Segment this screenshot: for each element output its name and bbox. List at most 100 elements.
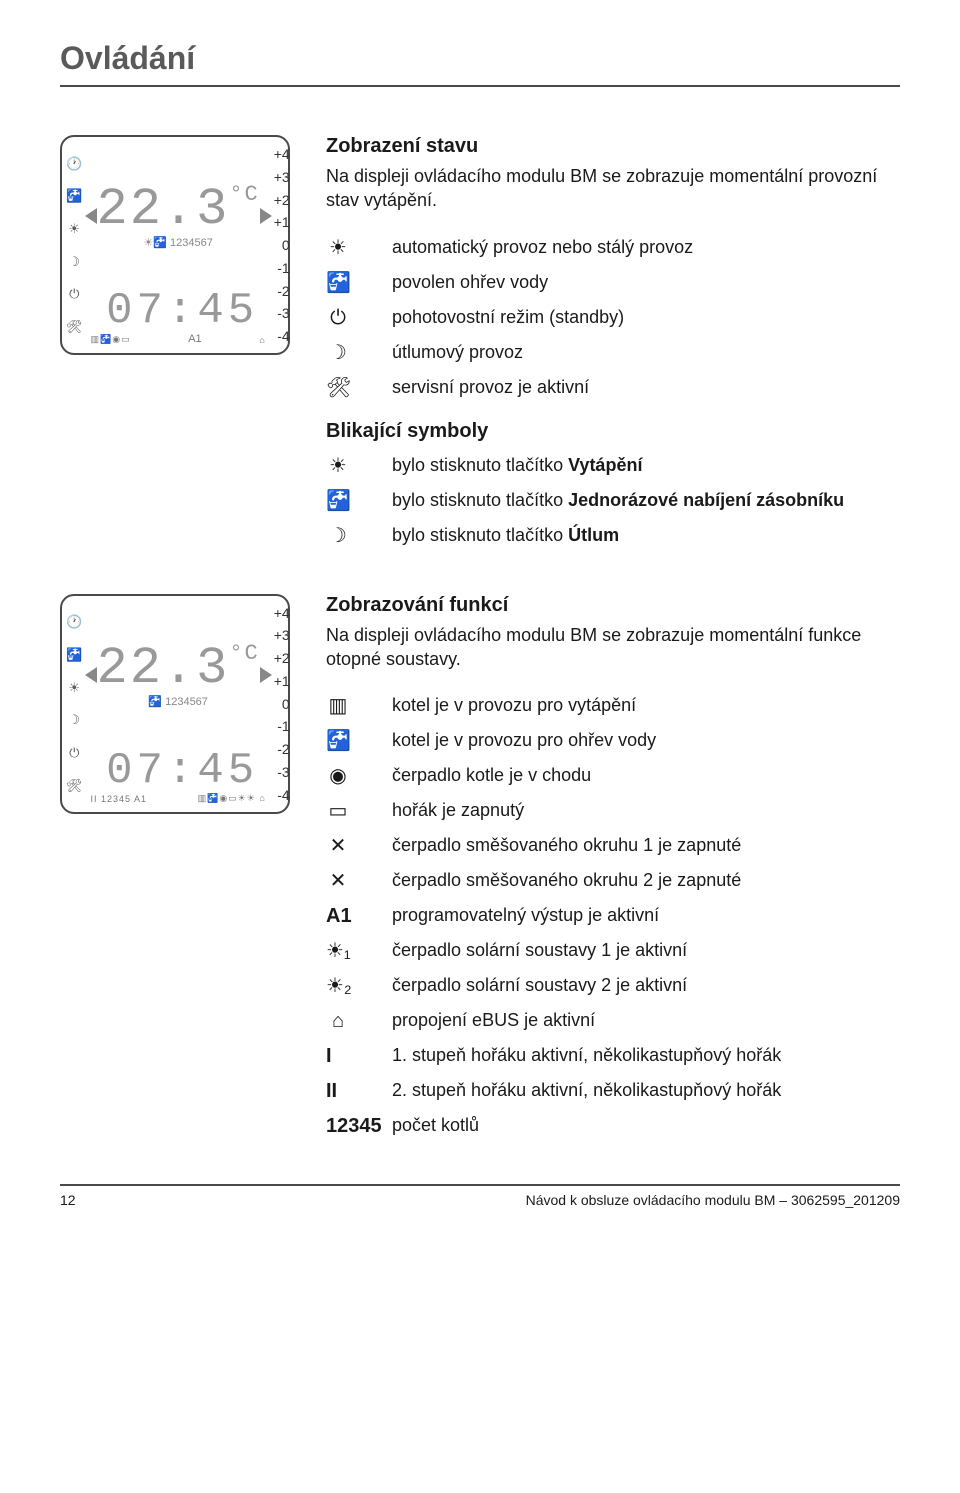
- legend-icon: [326, 759, 392, 794]
- legend-icon: 12345: [326, 1109, 392, 1144]
- display-temp: 22.3°C: [97, 184, 260, 236]
- scale-tick: +3: [274, 170, 290, 184]
- legend-row: servisní provoz je aktivní: [326, 371, 693, 406]
- legend-text: čerpadlo solární soustavy 2 je aktivní: [392, 969, 781, 1004]
- legend-row: povolen ohřev vody: [326, 266, 693, 301]
- scale-tick: +1: [274, 215, 290, 229]
- legend-text: útlumový provoz: [392, 336, 693, 371]
- legend-icon: [326, 794, 392, 829]
- side-icon: 🕐: [66, 615, 83, 628]
- scale-tick: -4: [274, 329, 290, 343]
- display-time: 07:45: [83, 749, 274, 793]
- arrow-left-icon: [85, 667, 97, 683]
- legend-text: čerpadlo směšovaného okruhu 1 je zapnuté: [392, 829, 781, 864]
- legend-icon: [326, 336, 392, 371]
- legend-row: kotel je v provozu pro vytápění: [326, 689, 781, 724]
- scale-tick: -3: [274, 306, 290, 320]
- legend-text: povolen ohřev vody: [392, 266, 693, 301]
- scale-tick: 0: [274, 697, 290, 711]
- legend-row: A1programovatelný výstup je aktivní: [326, 899, 781, 934]
- legend-icon: [326, 934, 392, 969]
- display-time: 07:45: [83, 289, 274, 333]
- scale-tick: -1: [274, 719, 290, 733]
- legend-icon: [326, 519, 392, 554]
- legend-row: útlumový provoz: [326, 336, 693, 371]
- legend-icon: [326, 301, 392, 336]
- legend-text: automatický provoz nebo stálý provoz: [392, 231, 693, 266]
- legend-icon: [326, 484, 392, 519]
- legend-icon: [326, 371, 392, 406]
- legend-row: II2. stupeň hořáku aktivní, několikastup…: [326, 1074, 781, 1109]
- legend-row: čerpadlo solární soustavy 1 je aktivní: [326, 934, 781, 969]
- legend-text: čerpadlo směšovaného okruhu 2 je zapnuté: [392, 864, 781, 899]
- legend-icon: [326, 864, 392, 899]
- side-icon: ⏻: [66, 287, 83, 300]
- arrow-right-icon: [260, 208, 272, 224]
- legend-row: 12345počet kotlů: [326, 1109, 781, 1144]
- side-icons: 🕐🚰☀☽⏻🛠: [62, 596, 83, 812]
- legend-icon: II: [326, 1074, 392, 1109]
- side-icon: ☽: [66, 713, 83, 726]
- legend-icon: I: [326, 1039, 392, 1074]
- legend-row: čerpadlo solární soustavy 2 je aktivní: [326, 969, 781, 1004]
- side-icon: 🛠: [66, 320, 83, 333]
- legend-icon: [326, 724, 392, 759]
- side-icon: 🚰: [66, 189, 83, 202]
- display-temp: 22.3°C: [97, 643, 260, 695]
- legend-row: propojení eBUS je aktivní: [326, 1004, 781, 1039]
- legend-row: I1. stupeň hořáku aktivní, několikastupň…: [326, 1039, 781, 1074]
- page-number: 12: [60, 1192, 76, 1208]
- blinking-title: Blikající symboly: [326, 420, 900, 443]
- side-icon: ☀: [66, 681, 83, 694]
- legend-text: kotel je v provozu pro vytápění: [392, 689, 781, 724]
- legend-text: pohotovostní režim (standby): [392, 301, 693, 336]
- legend-row: hořák je zapnutý: [326, 794, 781, 829]
- arrow-right-icon: [260, 667, 272, 683]
- legend-icon: [326, 829, 392, 864]
- legend-text: hořák je zapnutý: [392, 794, 781, 829]
- side-icon: 🕐: [66, 157, 83, 170]
- page-footer: 12 Návod k obsluze ovládacího modulu BM …: [60, 1184, 900, 1208]
- temp-scale: +4+3+2+10-1-2-3-4: [274, 596, 294, 812]
- legend-icon: [326, 266, 392, 301]
- legend-icon: [326, 969, 392, 1004]
- scale-tick: +2: [274, 651, 290, 665]
- scale-tick: +3: [274, 628, 290, 642]
- legend-row: kotel je v provozu pro ohřev vody: [326, 724, 781, 759]
- doc-reference: Návod k obsluze ovládacího modulu BM – 3…: [526, 1192, 900, 1208]
- legend-icon: A1: [326, 899, 392, 934]
- legend-text: servisní provoz je aktivní: [392, 371, 693, 406]
- legend-text: bylo stisknuto tlačítko Útlum: [392, 519, 844, 554]
- scale-tick: -2: [274, 284, 290, 298]
- side-icon: ☽: [66, 255, 83, 268]
- display-status-row: ▥🚰◉▭: [91, 334, 131, 345]
- scale-tick: -2: [274, 742, 290, 756]
- legend-text: počet kotlů: [392, 1109, 781, 1144]
- legend-text: kotel je v provozu pro ohřev vody: [392, 724, 781, 759]
- display-a1: A1: [188, 333, 201, 345]
- legend-text: čerpadlo kotle je v chodu: [392, 759, 781, 794]
- display-status-row: II 12345 A1: [91, 794, 148, 804]
- scale-tick: +4: [274, 147, 290, 161]
- arrow-left-icon: [85, 208, 97, 224]
- legend-row: čerpadlo kotle je v chodu: [326, 759, 781, 794]
- legend-text: bylo stisknuto tlačítko Jednorázové nabí…: [392, 484, 844, 519]
- scale-tick: -4: [274, 788, 290, 802]
- legend-row: bylo stisknuto tlačítko Vytápění: [326, 449, 844, 484]
- side-icon: ⏻: [66, 746, 83, 759]
- legend-text: 2. stupeň hořáku aktivní, několikastupňo…: [392, 1074, 781, 1109]
- legend-row: automatický provoz nebo stálý provoz: [326, 231, 693, 266]
- legend-row: bylo stisknuto tlačítko Jednorázové nabí…: [326, 484, 844, 519]
- display-panel-1: 🕐🚰☀☽⏻🛠 22.3°C ☀🚰 1234567 07:45 ▥🚰◉▭ A1: [60, 135, 290, 355]
- side-icons: 🕐 🚰 ☀ ☽ ⏻ 🛠: [62, 137, 83, 353]
- scale-tick: -1: [274, 261, 290, 275]
- section2-lead: Na displeji ovládacího modulu BM se zobr…: [326, 623, 900, 672]
- side-icon: ☀: [66, 222, 83, 235]
- legend-text: čerpadlo solární soustavy 1 je aktivní: [392, 934, 781, 969]
- legend-row: bylo stisknuto tlačítko Útlum: [326, 519, 844, 554]
- temp-scale: +4+3+2+10-1-2-3-4: [274, 137, 294, 353]
- legend-row: čerpadlo směšovaného okruhu 2 je zapnuté: [326, 864, 781, 899]
- display-panel-2: 🕐🚰☀☽⏻🛠 22.3°C 🚰 1234567 07:45 II 12345 A…: [60, 594, 290, 814]
- legend-icon: [326, 1004, 392, 1039]
- section2-title: Zobrazování funkcí: [326, 594, 900, 617]
